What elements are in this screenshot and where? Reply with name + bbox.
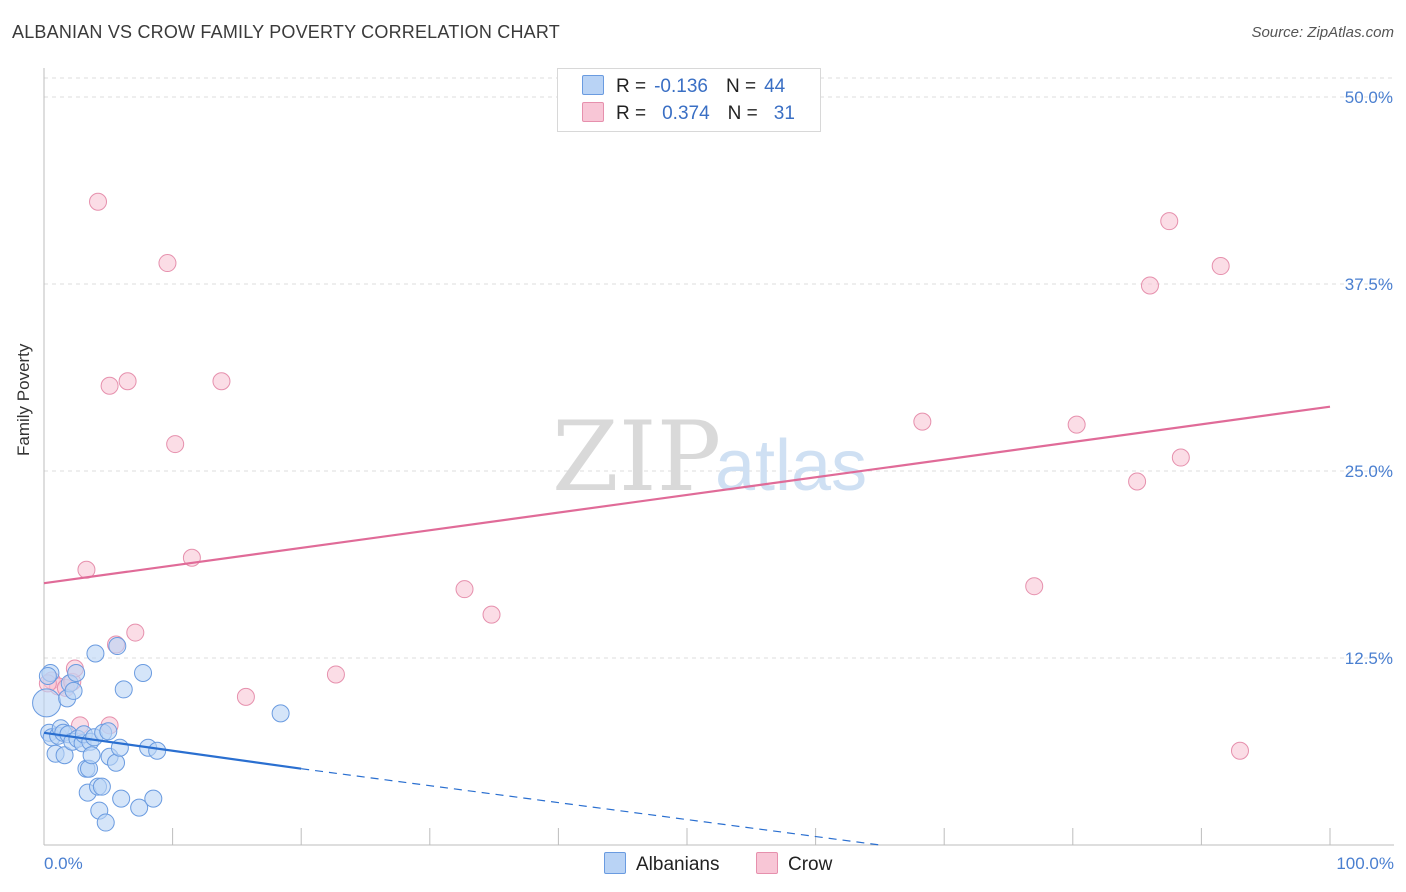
- albanian-point: [99, 722, 118, 741]
- crow-point: [126, 623, 145, 642]
- albanian-point: [86, 644, 105, 663]
- albanian-point: [112, 789, 131, 808]
- y-tick-label: 12.5%: [1345, 649, 1393, 668]
- albanians-r-value: -0.136: [654, 76, 708, 97]
- axes: [43, 68, 1394, 846]
- albanians-n-value: 44: [764, 76, 786, 97]
- legend-n-label: N =: [727, 103, 758, 124]
- crow-point: [1230, 741, 1249, 760]
- crow-legend-icon: [756, 852, 778, 874]
- chart-title: ALBANIAN VS CROW FAMILY POVERTY CORRELAT…: [12, 22, 560, 42]
- albanian-point: [271, 704, 290, 723]
- crow-point: [482, 605, 501, 624]
- trend-lines: [43, 405, 1331, 846]
- crow-point: [1067, 415, 1086, 434]
- legend-crow: Crow: [756, 852, 832, 876]
- tick-labels: 12.5% 25.0% 37.5% 50.0% 0.0% 100.0%: [44, 88, 1394, 873]
- legend-crow-label: Crow: [788, 854, 833, 875]
- crow-point: [1211, 257, 1230, 276]
- crow-point: [212, 372, 231, 391]
- data-points: [32, 192, 1249, 832]
- albanians-swatch-icon: [582, 75, 604, 95]
- y-tick-label: 50.0%: [1345, 88, 1393, 107]
- crow-point: [1140, 276, 1159, 295]
- crow-point: [1171, 448, 1190, 467]
- crow-point: [236, 687, 255, 706]
- albanians-trend-extension: [301, 768, 880, 846]
- albanian-point: [130, 798, 149, 817]
- crow-r-value: 0.374: [662, 103, 710, 124]
- albanian-point: [96, 813, 115, 832]
- legend-albanians-label: Albanians: [636, 854, 720, 875]
- albanian-point: [134, 663, 153, 682]
- albanian-point: [107, 753, 126, 772]
- albanian-point: [64, 681, 83, 700]
- crow-point: [158, 254, 177, 273]
- legend-row-crow: R = 0.374 N = 31: [582, 102, 795, 126]
- x-tick-label: 100.0%: [1336, 854, 1394, 873]
- legend-n-label: N =: [725, 76, 757, 97]
- y-tick-label: 25.0%: [1345, 462, 1393, 481]
- crow-point: [455, 580, 474, 599]
- watermark-atlas: atlas: [715, 426, 867, 506]
- legend-albanians: Albanians: [604, 852, 719, 876]
- albanian-point: [114, 680, 133, 699]
- albanian-point: [148, 741, 167, 760]
- crow-n-value: 31: [773, 103, 795, 124]
- legend-row-albanians: R = -0.136 N = 44: [582, 75, 785, 99]
- crow-point: [1160, 212, 1179, 231]
- grid-lines: [44, 77, 1394, 659]
- albanian-point: [92, 777, 111, 796]
- x-tick-label: 0.0%: [44, 854, 83, 873]
- stats-legend: R = -0.136 N = 44 R = 0.374 N = 31: [557, 68, 821, 132]
- crow-point: [118, 372, 137, 391]
- legend-r-label: R =: [616, 103, 647, 124]
- albanian-point: [38, 666, 57, 685]
- albanians-trend-line: [43, 731, 302, 770]
- albanian-point: [144, 789, 163, 808]
- crow-trend-line: [43, 405, 1331, 585]
- y-axis-label: Family Poverty: [14, 343, 33, 456]
- albanian-point: [32, 688, 62, 718]
- crow-point: [1025, 577, 1044, 596]
- legend-r-label: R =: [616, 76, 647, 97]
- albanian-point: [55, 746, 74, 765]
- watermark-zip: ZIP: [552, 401, 721, 513]
- crow-point: [89, 192, 108, 211]
- albanians-legend-icon: [604, 852, 626, 874]
- albanian-point: [82, 746, 101, 765]
- crow-point: [166, 435, 185, 454]
- albanian-point: [67, 663, 86, 682]
- crow-point: [326, 665, 345, 684]
- source-label: Source: ZipAtlas.com: [1251, 24, 1394, 41]
- crow-swatch-icon: [582, 102, 604, 122]
- crow-point: [1128, 472, 1147, 491]
- crow-point: [913, 412, 932, 431]
- albanian-point: [108, 637, 127, 656]
- y-tick-label: 37.5%: [1345, 275, 1393, 294]
- crow-point: [100, 376, 119, 395]
